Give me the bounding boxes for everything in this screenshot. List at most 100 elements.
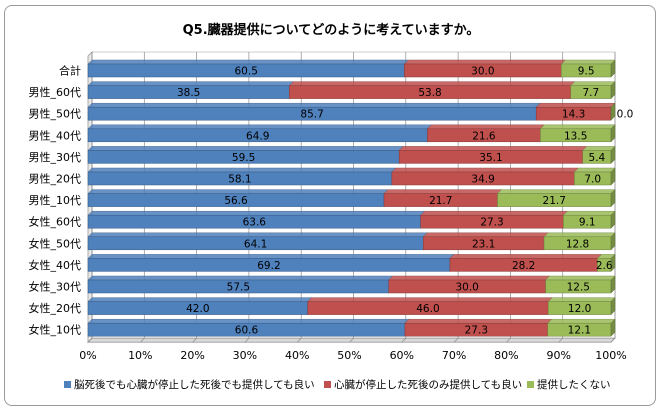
bar-top-face	[391, 167, 579, 173]
bar-side-face	[610, 318, 616, 337]
category-label: 男性_10代	[29, 193, 82, 207]
bar-segment	[539, 124, 616, 143]
bar-segment	[596, 253, 616, 273]
x-tick-label: 90%	[546, 349, 570, 362]
bar-segment	[383, 189, 503, 207]
bar-segment	[545, 275, 616, 294]
category-label: 女性_30代	[29, 280, 82, 294]
bar-top-face	[426, 124, 545, 130]
bar-side-face	[610, 188, 616, 208]
bar-top-face	[87, 146, 404, 151]
data-label: 38.5	[177, 87, 200, 99]
data-label: 56.6	[224, 195, 248, 207]
data-label: 30.0	[455, 282, 478, 294]
data-label: 58.1	[228, 174, 251, 186]
bar-segment	[87, 167, 397, 186]
bar-segment	[87, 254, 455, 272]
bar-segment	[422, 232, 549, 251]
x-tick-label: 100%	[595, 349, 626, 362]
legend-swatch	[324, 381, 331, 388]
bar-side-face	[610, 124, 616, 143]
bar-top-face	[403, 59, 566, 65]
bar-segment	[570, 80, 616, 100]
data-label: 9.1	[579, 217, 596, 229]
gridline-floor	[349, 337, 354, 343]
bar-top-face	[87, 81, 294, 86]
category-label: 男性_60代	[29, 85, 82, 99]
bar-top-face	[539, 124, 616, 130]
bar-side-face	[610, 210, 616, 229]
bar-segment	[398, 146, 588, 164]
bar-top-face	[582, 146, 616, 151]
x-tick-label: 50%	[337, 349, 361, 362]
data-label: 60.5	[235, 66, 258, 78]
data-label: 23.1	[472, 238, 495, 250]
bar-segment	[87, 318, 410, 337]
bar-top-face	[307, 297, 553, 302]
bar-top-face	[449, 254, 603, 259]
x-tick-label: 10%	[128, 349, 152, 362]
bar-segment	[535, 102, 616, 121]
data-label: 46.0	[416, 303, 439, 315]
bar-top-face	[383, 189, 503, 194]
data-label: 64.1	[244, 238, 267, 250]
bar-side-face	[610, 102, 616, 121]
x-axis-ticks: 0% 10% 20% 30% 40% 50% 60% 70% 80% 90% 100%	[79, 349, 626, 362]
gridline-floor	[87, 337, 93, 343]
bars: 60.5 30.0 9.5 38.5 53.8 7.7 85.7 14.3 0.0 64.9 21.…	[87, 59, 633, 337]
bar-segment	[87, 124, 433, 143]
bar-segment	[87, 210, 426, 229]
gridline-floor	[506, 337, 511, 343]
bar-top-face	[420, 210, 569, 216]
bar-segment	[562, 210, 616, 229]
bar-top-face	[545, 275, 616, 281]
bar-segment	[87, 102, 541, 121]
bar-side-face	[610, 80, 616, 100]
gridline-floor	[140, 337, 145, 343]
bar-segment	[496, 188, 616, 208]
data-label: 35.1	[479, 152, 502, 164]
bar-segment	[547, 296, 616, 316]
category-label: 男性_40代	[29, 128, 82, 142]
bar-side-face	[610, 275, 616, 294]
category-label: 女性_10代	[29, 323, 82, 337]
data-label: 27.3	[465, 325, 488, 337]
bar-top-face	[543, 232, 616, 238]
data-label: 27.3	[480, 217, 503, 229]
bar-top-face	[87, 102, 541, 108]
bar-top-face	[288, 81, 576, 86]
x-tick-label: 80%	[494, 349, 518, 362]
category-label: 男性_20代	[29, 172, 82, 186]
bar-top-face	[87, 210, 426, 216]
category-label: 男性_30代	[29, 150, 82, 164]
bar-side-face	[610, 253, 616, 273]
bar-top-face	[87, 167, 397, 173]
data-label: 69.2	[257, 260, 280, 272]
bar-top-face	[87, 275, 394, 281]
data-label: 13.5	[564, 130, 587, 142]
category-label: 女性_40代	[29, 258, 82, 272]
data-label: 12.0	[568, 303, 591, 315]
bar-top-face	[535, 102, 616, 108]
data-label: 7.0	[584, 174, 601, 186]
gridline-floor	[453, 337, 459, 343]
data-label: 59.5	[232, 152, 255, 164]
bar-side-face	[610, 59, 616, 78]
bar-top-face	[560, 59, 616, 65]
data-label: 12.1	[568, 325, 591, 337]
legend-swatch	[64, 381, 71, 388]
bar-segment	[449, 254, 603, 272]
legend-label: 心臓が停止した死後のみ提供しても良い	[334, 378, 522, 391]
x-tick-label: 60%	[390, 349, 414, 362]
x-tick-label: 20%	[180, 349, 204, 362]
category-label: 男性_50代	[29, 107, 82, 121]
chart-title: Q5.臓器提供についてどのように考えていますか。	[183, 22, 480, 38]
legend-label: 脳死後でも心臓が停止した死後でも提供しても良い	[74, 378, 315, 391]
data-label: 14.3	[562, 109, 585, 121]
bar-top-face	[547, 318, 616, 324]
x-tick-label: 30%	[233, 349, 257, 362]
bar-segment	[582, 145, 616, 165]
category-label: 女性_60代	[29, 215, 82, 229]
bar-top-face	[87, 59, 410, 65]
